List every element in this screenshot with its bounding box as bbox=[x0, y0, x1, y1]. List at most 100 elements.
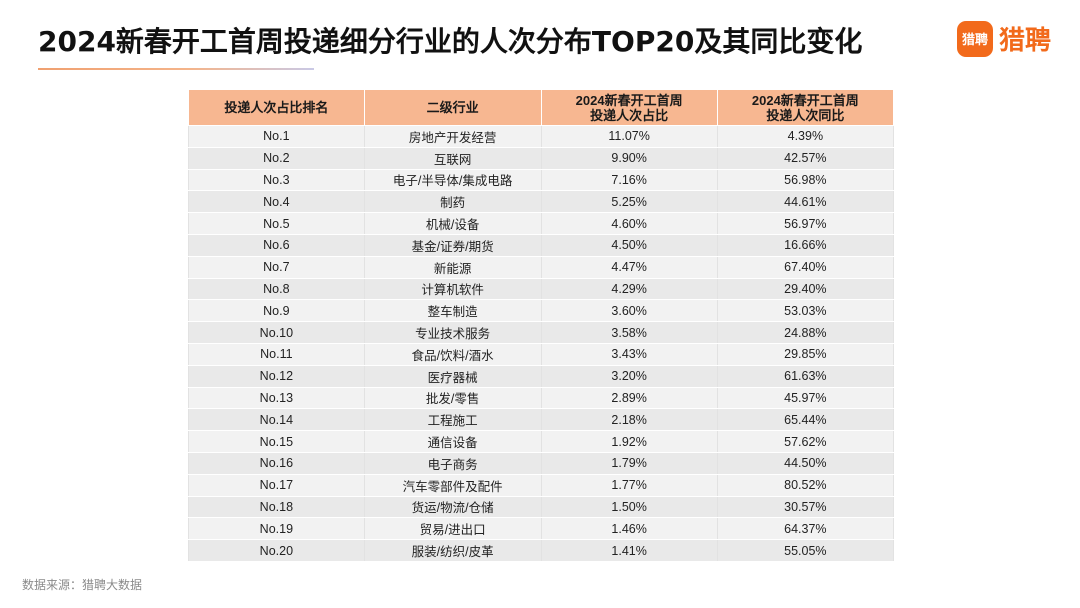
rank-cell: No.15 bbox=[188, 430, 365, 453]
industry-cell: 货运/物流/仓储 bbox=[363, 496, 542, 519]
header-industry: 二级行业 bbox=[363, 89, 542, 126]
table-row: No.20 服装/纺织/皮革 1.41% 55.05% bbox=[188, 539, 895, 562]
table-header-row: 投递人次占比排名 二级行业 2024新春开工首周 投递人次占比 2024新春开工… bbox=[188, 89, 895, 126]
liepin-logo-text: 猎聘 bbox=[999, 26, 1052, 56]
share-cell: 9.90% bbox=[540, 147, 718, 170]
rank-cell: No.7 bbox=[188, 256, 365, 279]
yoy-cell: 29.40% bbox=[716, 278, 895, 301]
rank-cell: No.14 bbox=[188, 408, 365, 432]
yoy-cell: 16.66% bbox=[716, 234, 895, 257]
industry-cell: 电子商务 bbox=[363, 452, 542, 475]
industry-cell: 机械/设备 bbox=[363, 212, 542, 235]
table-row: No.4 制药 5.25% 44.61% bbox=[188, 190, 895, 214]
share-cell: 1.79% bbox=[540, 452, 718, 475]
share-cell: 3.60% bbox=[540, 299, 718, 323]
yoy-cell: 57.62% bbox=[716, 430, 895, 453]
rank-cell: No.4 bbox=[188, 190, 365, 214]
rank-cell: No.2 bbox=[188, 147, 365, 170]
yoy-cell: 30.57% bbox=[716, 496, 895, 519]
share-cell: 1.46% bbox=[540, 517, 718, 541]
industry-cell: 制药 bbox=[363, 190, 542, 214]
rank-cell: No.5 bbox=[188, 212, 365, 235]
industry-cell: 互联网 bbox=[363, 147, 542, 170]
industry-cell: 工程施工 bbox=[363, 408, 542, 432]
industry-cell: 批发/零售 bbox=[363, 387, 542, 410]
industry-cell: 计算机软件 bbox=[363, 278, 542, 301]
table-row: No.11 食品/饮料/酒水 3.43% 29.85% bbox=[188, 343, 895, 366]
table-row: No.9 整车制造 3.60% 53.03% bbox=[188, 299, 895, 323]
share-cell: 2.18% bbox=[540, 408, 718, 432]
share-cell: 3.20% bbox=[540, 365, 718, 388]
table-row: No.10 专业技术服务 3.58% 24.88% bbox=[188, 321, 895, 344]
table-row: No.13 批发/零售 2.89% 45.97% bbox=[188, 387, 895, 410]
header-yoy-text: 2024新春开工首周 投递人次同比 bbox=[751, 92, 859, 123]
table-row: No.12 医疗器械 3.20% 61.63% bbox=[188, 365, 895, 388]
header-rank: 投递人次占比排名 bbox=[188, 89, 365, 126]
share-cell: 1.41% bbox=[540, 539, 718, 562]
industry-cell: 电子/半导体/集成电路 bbox=[363, 169, 542, 192]
page-title: 2024新春开工首周投递细分行业的人次分布TOP20及其同比变化 bbox=[38, 25, 863, 58]
table-row: No.18 货运/物流/仓储 1.50% 30.57% bbox=[188, 496, 895, 519]
yoy-cell: 24.88% bbox=[716, 321, 895, 344]
table-body: No.1 房地产开发经营 11.07% 4.39% No.2 互联网 9.90% 42.57%… bbox=[188, 125, 895, 562]
table-row: No.8 计算机软件 4.29% 29.40% bbox=[188, 278, 895, 301]
rank-cell: No.13 bbox=[188, 387, 365, 410]
header-yoy: 2024新春开工首周 投递人次同比 bbox=[716, 89, 895, 126]
industry-cell: 食品/饮料/酒水 bbox=[363, 343, 542, 366]
yoy-cell: 42.57% bbox=[716, 147, 895, 170]
yoy-cell: 44.61% bbox=[716, 190, 895, 214]
share-cell: 5.25% bbox=[540, 190, 718, 214]
industry-cell: 基金/证券/期货 bbox=[363, 234, 542, 257]
rank-cell: No.6 bbox=[188, 234, 365, 257]
industry-cell: 整车制造 bbox=[363, 299, 542, 323]
rank-cell: No.18 bbox=[188, 496, 365, 519]
rank-cell: No.20 bbox=[188, 539, 365, 562]
share-cell: 4.60% bbox=[540, 212, 718, 235]
title-underline bbox=[38, 68, 314, 70]
yoy-cell: 55.05% bbox=[716, 539, 895, 562]
yoy-cell: 53.03% bbox=[716, 299, 895, 323]
share-cell: 3.58% bbox=[540, 321, 718, 344]
yoy-cell: 67.40% bbox=[716, 256, 895, 279]
industry-cell: 新能源 bbox=[363, 256, 542, 279]
rank-cell: No.11 bbox=[188, 343, 365, 366]
liepin-logo-icon: 猎聘 bbox=[957, 20, 993, 57]
industry-cell: 贸易/进出口 bbox=[363, 517, 542, 541]
industry-distribution-table: 投递人次占比排名 二级行业 2024新春开工首周 投递人次占比 2024新春开工… bbox=[188, 89, 895, 562]
table-row: No.15 通信设备 1.92% 57.62% bbox=[188, 430, 895, 453]
rank-cell: No.1 bbox=[188, 125, 365, 148]
industry-cell: 医疗器械 bbox=[363, 365, 542, 388]
data-source-note: 数据来源：猎聘大数据 bbox=[22, 578, 143, 592]
yoy-cell: 64.37% bbox=[716, 517, 895, 541]
liepin-logo: 猎聘 猎聘 bbox=[957, 20, 1051, 57]
industry-cell: 专业技术服务 bbox=[363, 321, 542, 344]
rank-cell: No.16 bbox=[188, 452, 365, 475]
rank-cell: No.17 bbox=[188, 474, 365, 497]
rank-cell: No.12 bbox=[188, 365, 365, 388]
share-cell: 2.89% bbox=[540, 387, 718, 410]
header-share-text: 2024新春开工首周 投递人次占比 bbox=[575, 92, 683, 123]
share-cell: 7.16% bbox=[540, 169, 718, 192]
rank-cell: No.9 bbox=[188, 299, 365, 323]
yoy-cell: 56.97% bbox=[716, 212, 895, 235]
share-cell: 4.50% bbox=[540, 234, 718, 257]
share-cell: 11.07% bbox=[540, 125, 718, 148]
industry-cell: 通信设备 bbox=[363, 430, 542, 453]
industry-cell: 汽车零部件及配件 bbox=[363, 474, 542, 497]
table-row: No.16 电子商务 1.79% 44.50% bbox=[188, 452, 895, 475]
rank-cell: No.8 bbox=[188, 278, 365, 301]
header-share: 2024新春开工首周 投递人次占比 bbox=[540, 89, 718, 126]
yoy-cell: 56.98% bbox=[716, 169, 895, 192]
yoy-cell: 29.85% bbox=[716, 343, 895, 366]
yoy-cell: 61.63% bbox=[716, 365, 895, 388]
yoy-cell: 44.50% bbox=[716, 452, 895, 475]
industry-cell: 服装/纺织/皮革 bbox=[363, 539, 542, 562]
table-row: No.14 工程施工 2.18% 65.44% bbox=[188, 408, 895, 432]
yoy-cell: 45.97% bbox=[716, 387, 895, 410]
table-row: No.2 互联网 9.90% 42.57% bbox=[188, 147, 895, 170]
share-cell: 1.50% bbox=[540, 496, 718, 519]
share-cell: 1.92% bbox=[540, 430, 718, 453]
yoy-cell: 80.52% bbox=[716, 474, 895, 497]
table-row: No.1 房地产开发经营 11.07% 4.39% bbox=[188, 125, 895, 148]
yoy-cell: 65.44% bbox=[716, 408, 895, 432]
